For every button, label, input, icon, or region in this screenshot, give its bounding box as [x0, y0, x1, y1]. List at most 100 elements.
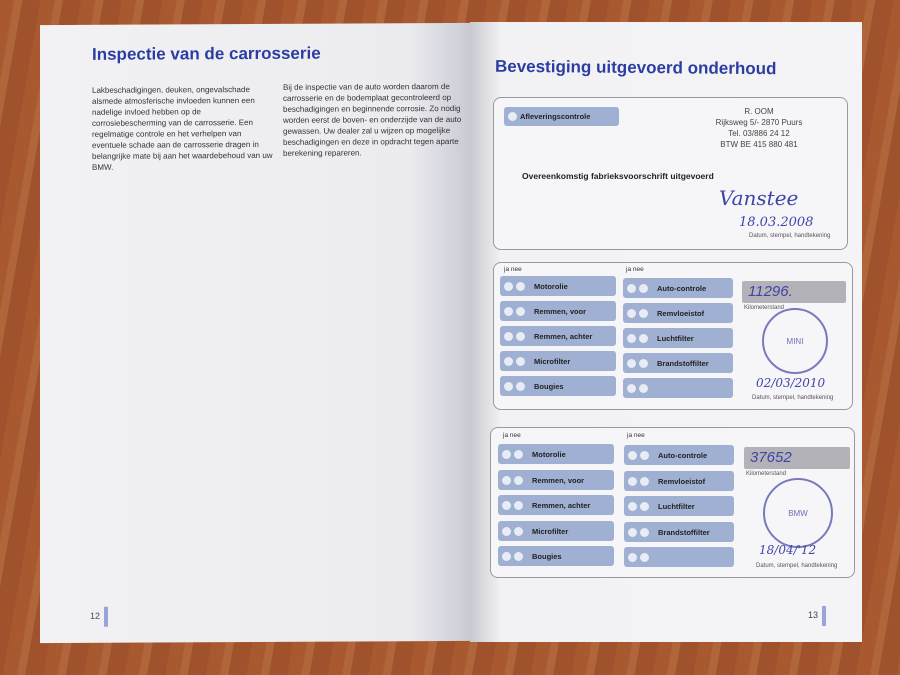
- service-label: Motorolie: [534, 281, 568, 291]
- service-item: Bougies: [498, 546, 614, 566]
- left-page: Inspectie van de carrosserie Lakbeschadi…: [40, 22, 472, 644]
- ja-checkbox[interactable]: [504, 356, 513, 366]
- dealer-stamp: BMW: [763, 478, 833, 548]
- ja-checkbox[interactable]: [502, 475, 511, 485]
- service-item: [623, 378, 733, 398]
- service-item: Microfilter: [500, 351, 616, 371]
- page-number: 12: [90, 610, 101, 621]
- service-item: Motorolie: [498, 444, 614, 464]
- ja-checkbox[interactable]: [627, 308, 636, 318]
- service-label: Bougies: [534, 381, 564, 391]
- ja-checkbox[interactable]: [502, 551, 511, 561]
- ja-checkbox[interactable]: [504, 331, 513, 341]
- page-title: Inspectie van de carrosserie: [92, 43, 321, 64]
- ja-checkbox[interactable]: [627, 358, 636, 368]
- dealer-stamp: MINI: [762, 308, 828, 374]
- nee-checkbox[interactable]: [639, 358, 648, 368]
- nee-checkbox[interactable]: [640, 501, 649, 511]
- service-label: Bougies: [532, 551, 562, 561]
- page-marker: [822, 606, 826, 626]
- odometer-value: 37652: [744, 447, 850, 469]
- ja-checkbox[interactable]: [504, 281, 513, 291]
- paragraph-2: Bij de inspectie van de auto worden daar…: [283, 81, 462, 158]
- service-item: Brandstoffilter: [624, 522, 734, 542]
- service-label: Luchtfilter: [658, 501, 695, 511]
- service-label: Brandstoffilter: [658, 527, 710, 537]
- service-item: Remvloeistof: [623, 303, 733, 323]
- ja-checkbox[interactable]: [627, 383, 636, 393]
- ja-checkbox[interactable]: [504, 381, 513, 391]
- service-label: Remmen, achter: [534, 331, 593, 341]
- date: 18/04/'12: [759, 543, 817, 557]
- service-label: Luchtfilter: [657, 333, 694, 343]
- service-label: Remvloeistof: [657, 308, 705, 318]
- service-item: Auto-controle: [624, 445, 734, 465]
- delivery-check-chip: Afleveringscontrole: [504, 107, 619, 126]
- date: 02/03/2010: [756, 376, 826, 390]
- service-box-2: ja nee ja nee Motorolie Remmen, voor Rem…: [490, 427, 855, 578]
- nee-checkbox[interactable]: [640, 450, 649, 460]
- service-item: Remmen, voor: [498, 470, 614, 490]
- ja-checkbox[interactable]: [502, 449, 511, 459]
- service-label: Remmen, voor: [532, 475, 585, 485]
- nee-checkbox[interactable]: [514, 475, 523, 485]
- nee-checkbox[interactable]: [639, 383, 648, 393]
- ja-checkbox[interactable]: [627, 283, 636, 293]
- service-label: Motorolie: [532, 449, 566, 459]
- ja-checkbox[interactable]: [628, 501, 637, 511]
- service-item: Remvloeistof: [624, 471, 734, 491]
- ja-checkbox[interactable]: [628, 552, 637, 562]
- delivery-box: Afleveringscontrole R. OOM Rijksweg 5/- 2…: [493, 97, 848, 250]
- date: 18.03.2008: [739, 215, 814, 230]
- ja-checkbox[interactable]: [628, 476, 637, 486]
- service-label: Microfilter: [534, 356, 571, 366]
- nee-checkbox[interactable]: [514, 449, 523, 459]
- nee-checkbox[interactable]: [640, 527, 649, 537]
- service-label: Auto-controle: [657, 283, 707, 293]
- service-item: Microfilter: [498, 521, 614, 541]
- service-label: Brandstoffilter: [657, 358, 709, 368]
- nee-checkbox[interactable]: [639, 333, 648, 343]
- service-item: Luchtfilter: [623, 328, 733, 348]
- service-item: Motorolie: [500, 276, 616, 296]
- right-page: Bevestiging uitgevoerd onderhoud Aflever…: [470, 22, 862, 642]
- nee-checkbox[interactable]: [514, 551, 523, 561]
- ja-checkbox[interactable]: [627, 333, 636, 343]
- dealer-address: R. OOM Rijksweg 5/- 2870 Puurs Tel. 03/886…: [715, 107, 803, 149]
- service-item: Brandstoffilter: [623, 353, 733, 373]
- nee-checkbox[interactable]: [516, 381, 525, 391]
- nee-checkbox[interactable]: [516, 306, 525, 316]
- nee-checkbox[interactable]: [514, 500, 523, 510]
- page-title: Bevestiging uitgevoerd onderhoud: [494, 56, 777, 79]
- signature: Vanstee: [719, 186, 799, 210]
- service-label: Auto-controle: [658, 450, 708, 460]
- odometer-value: 11296.: [742, 281, 846, 303]
- service-box-1: ja nee ja nee Motorolie Remmen, voor Rem…: [493, 262, 853, 410]
- service-label: Remmen, achter: [532, 500, 591, 510]
- ja-checkbox[interactable]: [628, 527, 637, 537]
- service-label: Remmen, voor: [534, 306, 587, 316]
- ja-checkbox[interactable]: [502, 500, 511, 510]
- nee-checkbox[interactable]: [516, 281, 525, 291]
- ja-checkbox[interactable]: [508, 112, 517, 121]
- service-item: Remmen, achter: [498, 495, 614, 515]
- service-label: Remvloeistof: [658, 476, 706, 486]
- nee-checkbox[interactable]: [640, 552, 649, 562]
- service-item: Luchtfilter: [624, 496, 734, 516]
- service-item: [624, 547, 734, 567]
- ja-checkbox[interactable]: [502, 526, 511, 536]
- nee-checkbox[interactable]: [639, 308, 648, 318]
- service-label: Microfilter: [532, 526, 569, 536]
- nee-checkbox[interactable]: [640, 476, 649, 486]
- page-number: 13: [808, 610, 819, 620]
- service-item: Remmen, voor: [500, 301, 616, 321]
- service-item: Bougies: [500, 376, 616, 396]
- service-item: Auto-controle: [623, 278, 733, 298]
- nee-checkbox[interactable]: [639, 283, 648, 293]
- ja-checkbox[interactable]: [628, 450, 637, 460]
- nee-checkbox[interactable]: [516, 331, 525, 341]
- nee-checkbox[interactable]: [514, 526, 523, 536]
- ja-checkbox[interactable]: [504, 306, 513, 316]
- nee-checkbox[interactable]: [516, 356, 525, 366]
- caption: Datum, stempel, handtekening: [749, 233, 831, 239]
